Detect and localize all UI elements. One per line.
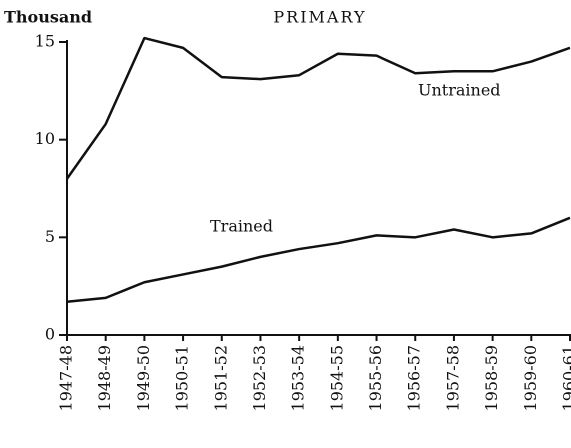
x-tick-label: 1958-59 xyxy=(482,345,501,411)
y-tick-label: 15 xyxy=(35,32,55,51)
chart-title: PRIMARY xyxy=(273,8,366,27)
x-tick-label: 1950-51 xyxy=(173,345,192,411)
x-tick-label: 1952-53 xyxy=(250,345,269,411)
x-tick-label: 1954-55 xyxy=(327,345,346,411)
data-line xyxy=(65,36,571,180)
x-tick-label: 1948-49 xyxy=(95,345,114,411)
series-label: Trained xyxy=(210,217,273,236)
data-line xyxy=(66,216,571,304)
x-tick-label: 1960-61 xyxy=(560,345,571,411)
x-tick-label: 1956-57 xyxy=(405,345,424,411)
x-tick-label: 1951-52 xyxy=(211,345,230,411)
x-tick-label: 1947-48 xyxy=(57,345,76,411)
x-tick-label: 1959-60 xyxy=(521,345,540,411)
y-axis-label: Thousand xyxy=(4,8,92,27)
x-tick-label: 1953-54 xyxy=(289,345,308,411)
series-label: Untrained xyxy=(418,81,501,100)
x-tick-label: 1957-58 xyxy=(443,345,462,411)
y-tick-label: 5 xyxy=(45,227,55,246)
x-tick-label: 1949-50 xyxy=(134,345,153,411)
x-tick-label: 1955-56 xyxy=(366,345,385,411)
y-tick-label: 10 xyxy=(35,129,55,148)
y-tick-label: 0 xyxy=(45,325,55,344)
